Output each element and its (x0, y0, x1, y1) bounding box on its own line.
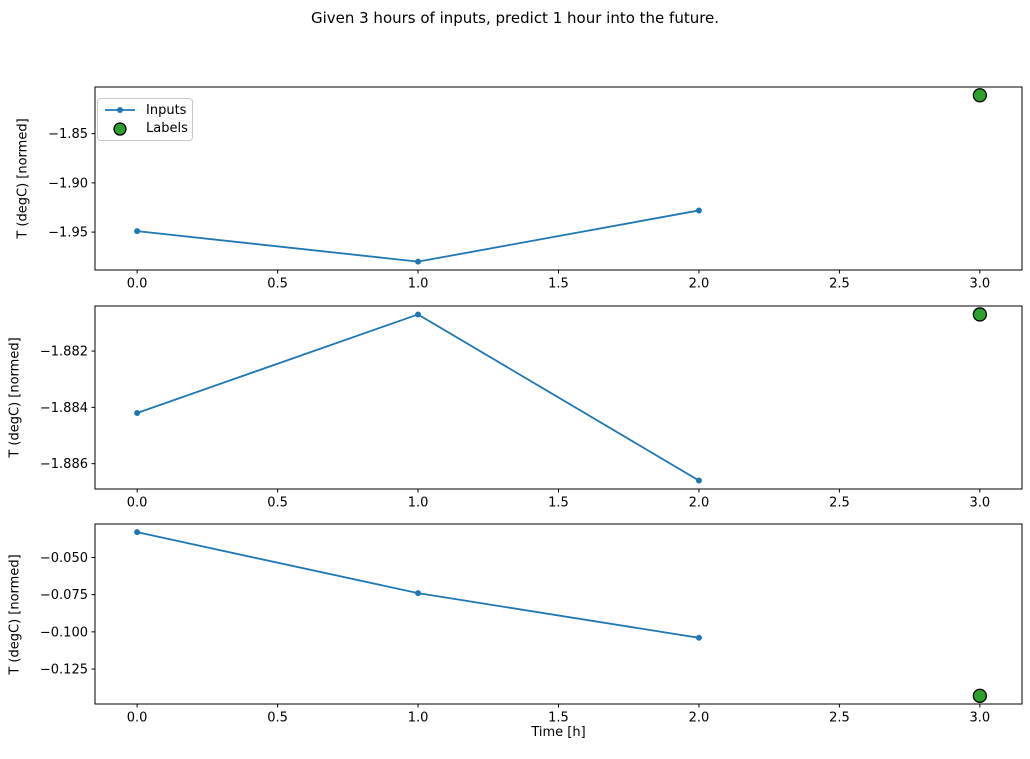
inputs-point (695, 634, 702, 641)
inputs-point (695, 207, 702, 214)
y-tick-label: −1.884 (40, 401, 88, 416)
inputs-line (136, 313, 700, 482)
figure-title: Given 3 hours of inputs, predict 1 hour … (310, 9, 720, 27)
inputs-point (134, 529, 141, 536)
y-tick-label: −1.882 (40, 345, 88, 360)
y-axis-label-subplot-3: T (degC) [normed] (7, 554, 23, 675)
x-tick-label: 1.5 (548, 496, 569, 511)
x-tick-label: 3.0 (970, 277, 991, 292)
x-tick-label: 0.0 (127, 496, 148, 511)
x-tick-label: 1.0 (408, 496, 429, 511)
x-tick-label: 1.0 (408, 711, 429, 726)
x-tick-label: 1.0 (408, 277, 429, 292)
x-tick-label: 0.5 (267, 496, 288, 511)
inputs-point (134, 409, 141, 416)
x-tick-label: 1.5 (548, 711, 569, 726)
legend-label-inputs: Inputs (146, 102, 187, 118)
labels-point (972, 307, 988, 322)
x-tick-label: 2.0 (689, 711, 710, 726)
inputs-point (134, 228, 141, 235)
y-tick-label: −1.85 (48, 127, 88, 142)
x-tick-label: 0.0 (127, 711, 148, 726)
inputs-point (415, 590, 422, 597)
x-tick-label: 0.0 (127, 277, 148, 292)
inputs-line-dot-icon (105, 107, 135, 114)
y-tick-label: −0.100 (40, 625, 88, 640)
x-tick-label: 2.5 (829, 277, 850, 292)
x-tick-label: 2.5 (829, 711, 850, 726)
x-tick-label: 0.5 (267, 277, 288, 292)
y-tick-label: −1.886 (40, 457, 88, 472)
subplot-1: 0.0 0.5 1.0 1.5 2.0 2.5 3.0 −1.85 −1.90 −1.95 (48, 86, 1023, 292)
labels-circle-icon (113, 122, 127, 136)
y-tick-label: −0.075 (40, 588, 88, 603)
labels-point (972, 88, 988, 103)
axes-frame (94, 86, 1023, 271)
x-tick-label: 3.0 (970, 496, 991, 511)
subplot-3: 0.0 0.5 1.0 1.5 2.0 2.5 3.0 −0.050 −0.075 −0.100 −… (40, 523, 1023, 726)
x-tick-label: 0.5 (267, 711, 288, 726)
x-axis-label: Time [h] (531, 725, 586, 740)
legend-entry-labels: Labels (104, 120, 188, 138)
x-tick-label: 1.5 (548, 277, 569, 292)
y-tick-label: −1.95 (48, 226, 88, 241)
inputs-point (695, 477, 702, 484)
labels-point (972, 688, 988, 703)
x-tick-label: 2.5 (829, 496, 850, 511)
y-axis-label-subplot-1: T (degC) [normed] (15, 118, 31, 239)
x-tick-label: 3.0 (970, 711, 991, 726)
inputs-line (136, 209, 700, 263)
y-tick-label: −0.125 (40, 663, 88, 678)
inputs-line (136, 531, 700, 639)
x-tick-label: 2.0 (689, 496, 710, 511)
x-tick-label: 2.0 (689, 277, 710, 292)
y-tick-label: −1.90 (48, 176, 88, 191)
axes-frame (94, 523, 1023, 705)
legend: Inputs Labels (97, 98, 193, 141)
y-axis-label-subplot-2: T (degC) [normed] (7, 337, 23, 458)
y-tick-label: −0.050 (40, 551, 88, 566)
legend-label-labels: Labels (146, 121, 188, 137)
subplot-2: 0.0 0.5 1.0 1.5 2.0 2.5 3.0 −1.882 −1.884 −1.886 (40, 305, 1023, 511)
inputs-point (415, 311, 422, 318)
inputs-point (415, 258, 422, 265)
legend-entry-inputs: Inputs (104, 101, 186, 119)
